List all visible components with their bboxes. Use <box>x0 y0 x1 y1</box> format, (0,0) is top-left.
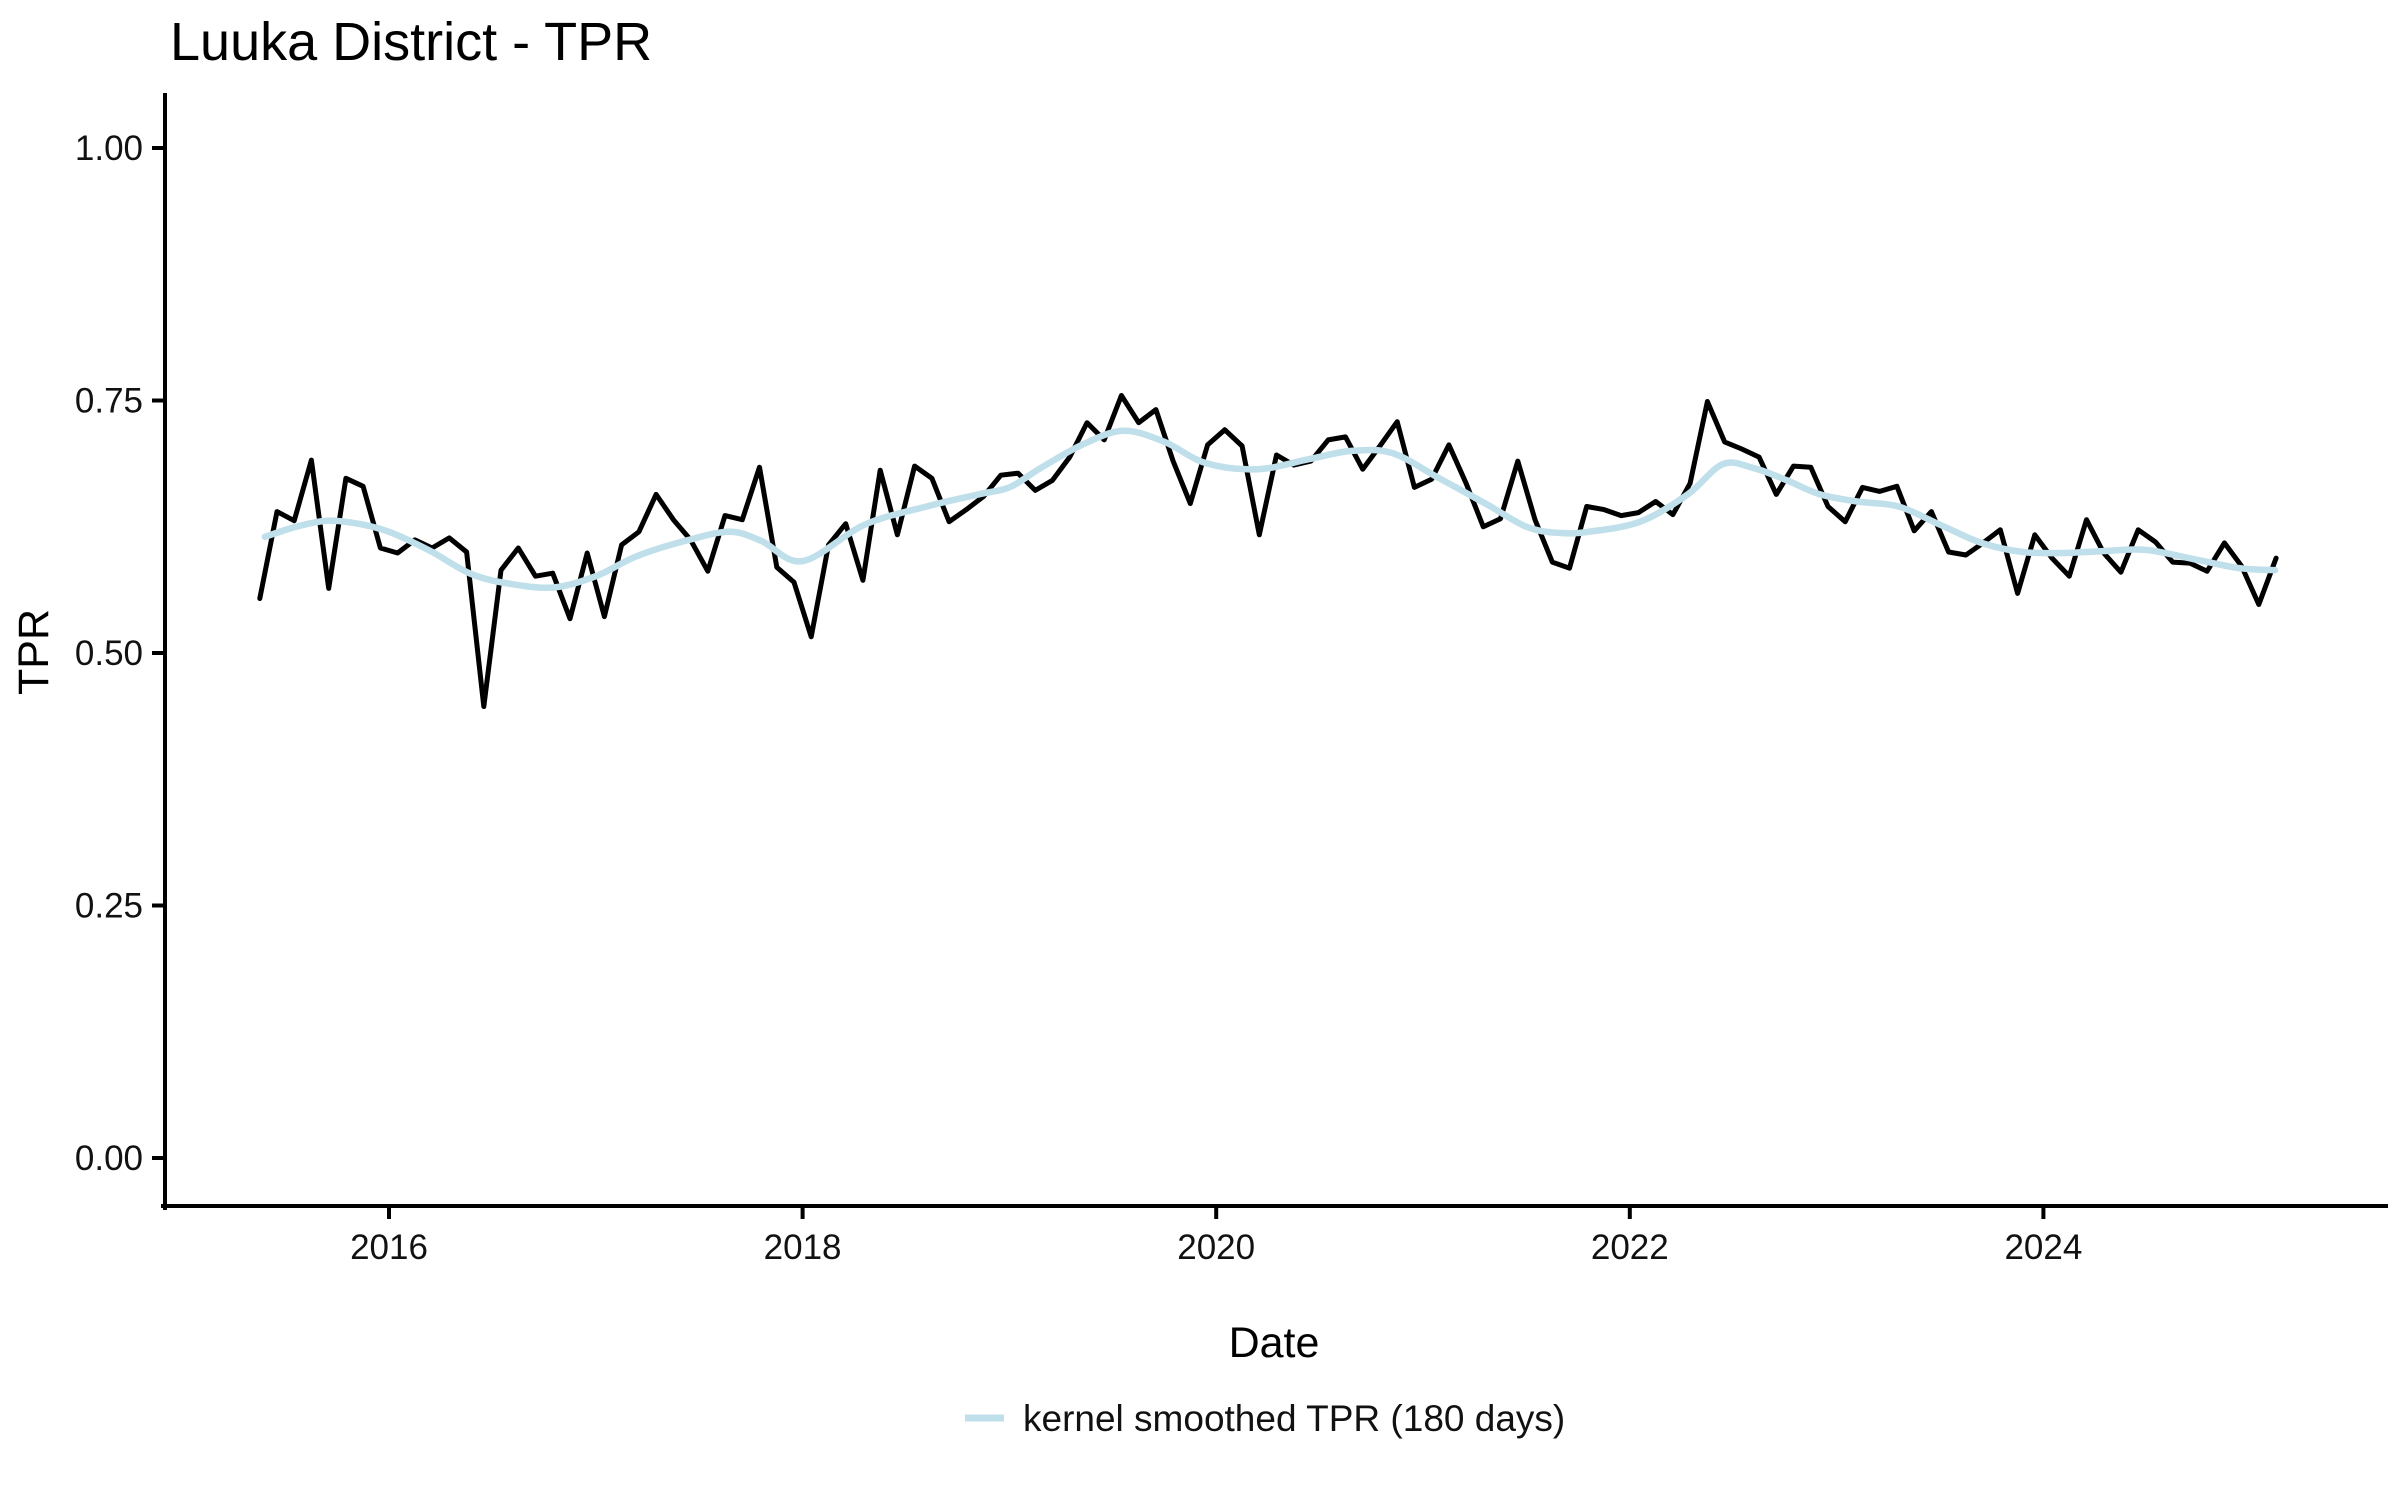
x-tick-label: 2016 <box>350 1228 428 1267</box>
legend-label: kernel smoothed TPR (180 days) <box>1023 1398 1565 1439</box>
y-axis-title: TPR <box>10 609 58 695</box>
y-tick-label: 1.00 <box>75 129 143 168</box>
x-tick-label: 2018 <box>764 1228 842 1267</box>
x-tick-label: 2022 <box>1591 1228 1669 1267</box>
x-tick-label: 2020 <box>1177 1228 1255 1267</box>
chart-title: Luuka District - TPR <box>170 12 652 72</box>
y-tick-label: 0.50 <box>75 634 143 673</box>
x-axis-title: Date <box>1229 1319 1320 1367</box>
tpr-line <box>257 393 2279 709</box>
plot-series <box>257 393 2279 709</box>
y-tick-label: 0.25 <box>75 887 143 926</box>
smoothed-line <box>261 427 2279 592</box>
legend: kernel smoothed TPR (180 days) <box>965 1398 1565 1439</box>
x-tick-label: 2024 <box>2004 1228 2082 1267</box>
y-tick-label: 0.00 <box>75 1139 143 1178</box>
x-axis-ticks: 2016 2018 2020 2022 2024 <box>350 1206 2082 1267</box>
y-axis-ticks: 0.00 0.25 0.50 0.75 1.00 <box>75 129 165 1178</box>
y-tick-label: 0.75 <box>75 382 143 421</box>
